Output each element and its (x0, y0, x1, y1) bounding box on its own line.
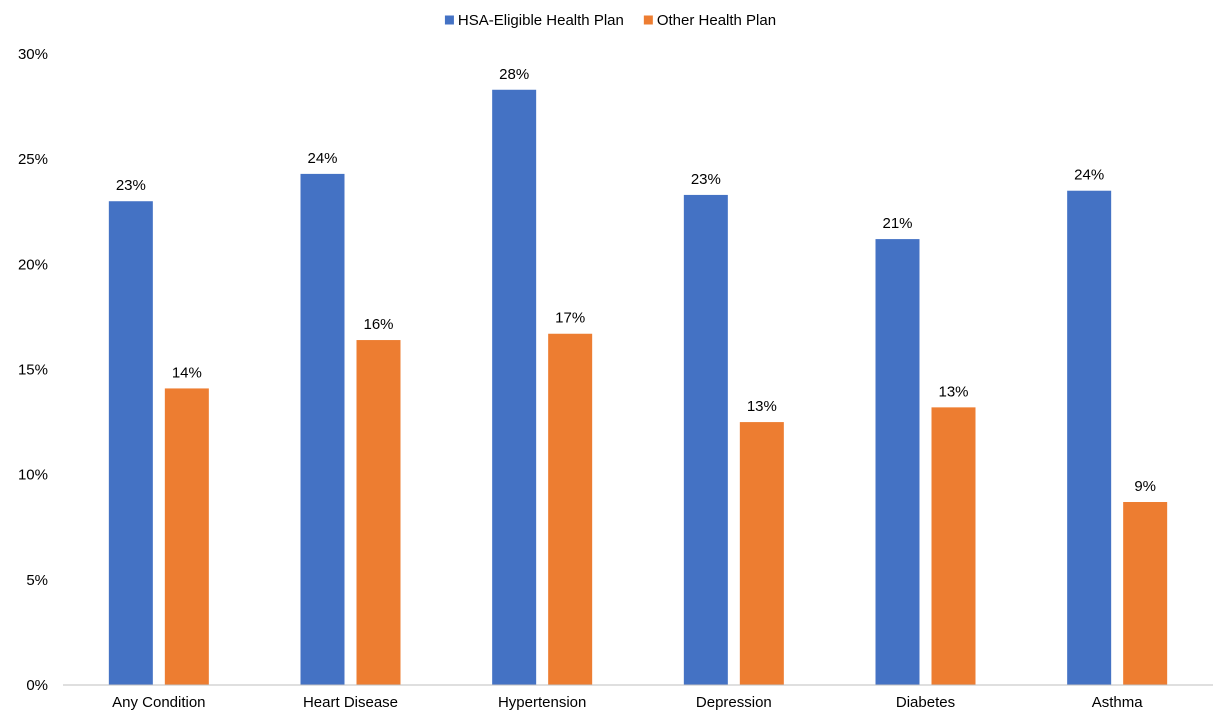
y-tick-label: 30% (18, 46, 48, 63)
legend-label: HSA-Eligible Health Plan (458, 12, 624, 29)
y-tick-label: 20% (18, 256, 48, 273)
x-tick-label: Asthma (1092, 694, 1144, 711)
y-tick-label: 15% (18, 362, 48, 379)
bar-other-4 (931, 407, 976, 685)
bar-hsa-4 (875, 239, 920, 686)
data-label: 14% (172, 364, 202, 381)
y-tick-label: 0% (26, 677, 48, 694)
x-tick-label: Heart Disease (303, 694, 398, 711)
legend: HSA-Eligible Health Plan Other Health Pla… (444, 12, 776, 29)
data-label: 21% (882, 215, 912, 232)
bar-hsa-1 (300, 173, 345, 685)
legend-item: HSA-Eligible Health Plan (444, 12, 624, 29)
legend-label: Other Health Plan (657, 12, 776, 29)
y-tick-label: 5% (26, 572, 48, 589)
data-label: 9% (1134, 478, 1156, 495)
data-label: 13% (747, 398, 777, 415)
bar-other-0 (164, 388, 209, 685)
data-label: 28% (499, 66, 529, 83)
data-label: 24% (307, 150, 337, 167)
data-label: 23% (691, 171, 721, 188)
bar-hsa-5 (1067, 190, 1112, 685)
data-label: 17% (555, 310, 585, 327)
bar-other-3 (739, 422, 784, 685)
x-tick-label: Hypertension (498, 694, 586, 711)
bar-hsa-3 (683, 194, 728, 685)
y-tick-label: 25% (18, 151, 48, 168)
data-label: 24% (1074, 167, 1104, 184)
y-axis: 0% 5% 10% 15% 20% 25% 30% (18, 46, 48, 694)
data-label: 16% (363, 316, 393, 333)
x-tick-label: Depression (696, 694, 772, 711)
bar-other-5 (1123, 502, 1168, 685)
legend-swatch (643, 15, 653, 25)
bar-other-2 (548, 333, 593, 685)
bar-hsa-0 (108, 201, 153, 685)
x-axis: Any Condition Heart Disease Hypertension De… (63, 684, 1213, 711)
y-tick-label: 10% (18, 467, 48, 484)
data-label: 13% (938, 383, 968, 400)
legend-swatch (444, 15, 454, 25)
data-label: 23% (116, 177, 146, 194)
bar-other-1 (356, 340, 401, 685)
bars: 23% 14% 24% 16% 28% 17% 23% 13% 21% 13% 24% 9% (108, 66, 1168, 686)
bar-hsa-2 (492, 89, 537, 686)
x-tick-label: Any Condition (112, 694, 205, 711)
x-tick-label: Diabetes (896, 694, 955, 711)
legend-item: Other Health Plan (643, 12, 776, 29)
